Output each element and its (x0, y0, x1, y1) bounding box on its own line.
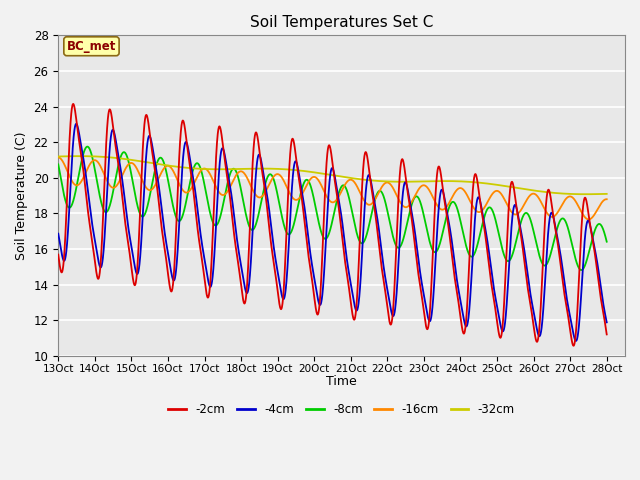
Title: Soil Temperatures Set C: Soil Temperatures Set C (250, 15, 433, 30)
Y-axis label: Soil Temperature (C): Soil Temperature (C) (15, 132, 28, 260)
X-axis label: Time: Time (326, 375, 357, 388)
Legend: -2cm, -4cm, -8cm, -16cm, -32cm: -2cm, -4cm, -8cm, -16cm, -32cm (164, 398, 520, 420)
Text: BC_met: BC_met (67, 40, 116, 53)
